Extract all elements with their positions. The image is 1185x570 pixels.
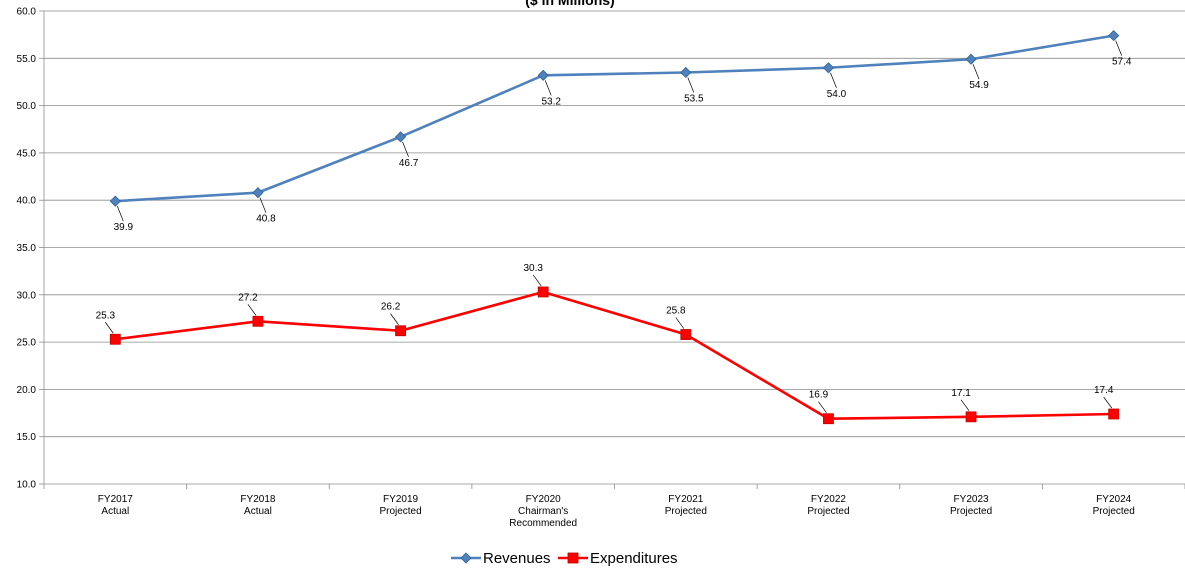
legend-marker-square: [567, 552, 579, 564]
label-leader: [1103, 396, 1112, 409]
label-leader: [830, 72, 837, 88]
y-tick-label: 45.0: [17, 148, 37, 159]
label-leader: [532, 274, 542, 287]
legend-label-revenues: Revenues: [483, 550, 551, 567]
data-label: 40.8: [256, 214, 276, 225]
label-leader: [105, 322, 114, 334]
data-label: 25.8: [666, 306, 686, 317]
x-category-label: FY2017 Actual: [98, 494, 133, 517]
chart-title: ($ in Millions): [525, 0, 614, 8]
data-label: 26.2: [381, 302, 401, 313]
label-leader: [1115, 40, 1123, 56]
label-leader: [116, 206, 124, 222]
legend-label-expenditures: Expenditures: [590, 550, 678, 567]
x-category-label: FY2022 Projected: [807, 494, 849, 517]
marker-square: [537, 286, 549, 298]
data-label: 25.3: [96, 310, 116, 321]
data-label: 17.1: [951, 388, 971, 399]
y-tick-label: 55.0: [17, 54, 37, 65]
data-label: 17.4: [1094, 385, 1114, 396]
grid-lines: [44, 10, 1185, 438]
series-markers: [109, 30, 1120, 425]
data-label: 53.5: [684, 93, 704, 104]
label-leaders: [105, 40, 1123, 413]
x-category-label: FY2021 Projected: [665, 494, 707, 517]
y-axis-ticks: 10.0 15.0 20.0 25.0 30.0 35.0 40.0 45.0 50.0 55.0…: [17, 7, 37, 491]
label-leader: [972, 64, 980, 80]
axes: [39, 10, 1185, 489]
data-label: 27.2: [238, 292, 258, 303]
marker-square: [109, 333, 121, 345]
y-tick-label: 35.0: [17, 243, 37, 254]
data-label: 16.9: [809, 390, 829, 401]
marker-diamond: [965, 53, 977, 65]
label-leader: [544, 80, 552, 96]
data-label: 30.3: [523, 263, 543, 274]
marker-diamond: [537, 69, 549, 81]
legend: Revenues Expenditures: [451, 550, 678, 567]
y-tick-label: 50.0: [17, 101, 37, 112]
y-tick-label: 25.0: [17, 338, 37, 349]
label-leader: [687, 77, 695, 93]
label-leader: [390, 313, 399, 325]
marker-square: [395, 325, 406, 337]
marker-square: [1108, 408, 1120, 420]
x-category-label: FY2024 Projected: [1093, 494, 1135, 517]
marker-diamond: [394, 131, 407, 143]
data-label: 54.0: [827, 89, 847, 100]
data-label: 46.7: [399, 158, 419, 169]
label-leader: [247, 304, 257, 316]
label-leader: [960, 399, 970, 412]
label-leader: [818, 401, 827, 413]
label-leader: [259, 197, 267, 213]
marker-diamond: [109, 195, 121, 207]
x-category-label: FY2019 Projected: [379, 494, 421, 517]
data-label: 39.9: [114, 222, 134, 233]
series-lines: [115, 34, 1114, 421]
y-tick-label: 40.0: [17, 196, 37, 207]
y-tick-label: 30.0: [17, 290, 37, 301]
series-line-revenues: [115, 34, 1114, 203]
legend-marker-diamond: [460, 552, 472, 564]
label-leader: [402, 141, 409, 157]
data-labels: 39.9 40.8 46.7 53.2 53.5 54.0 54.9 57.4 25.3 27.2…: [96, 57, 1132, 401]
marker-diamond: [252, 187, 264, 199]
marker-diamond: [822, 62, 835, 74]
data-label: 53.2: [541, 96, 561, 107]
data-label: 54.9: [969, 80, 989, 91]
marker-diamond: [680, 66, 692, 79]
data-label: 57.4: [1112, 57, 1132, 68]
y-tick-label: 10.0: [17, 480, 37, 491]
label-leader: [675, 317, 685, 329]
x-category-label: FY2018 Actual: [240, 494, 275, 517]
series-line-expenditures: [115, 290, 1114, 421]
y-tick-label: 60.0: [17, 7, 37, 18]
y-tick-label: 15.0: [17, 432, 37, 443]
y-tick-label: 20.0: [17, 385, 37, 396]
marker-square: [965, 411, 977, 423]
marker-square: [252, 315, 264, 327]
x-category-label: FY2020 Chairman's Recommended: [509, 494, 577, 529]
marker-square: [680, 329, 692, 340]
x-category-label: FY2023 Projected: [950, 494, 992, 517]
x-axis-categories: FY2017 Actual FY2018 Actual FY2019 Projected F…: [98, 494, 1135, 529]
marker-diamond: [1108, 30, 1120, 42]
marker-square: [823, 413, 834, 425]
